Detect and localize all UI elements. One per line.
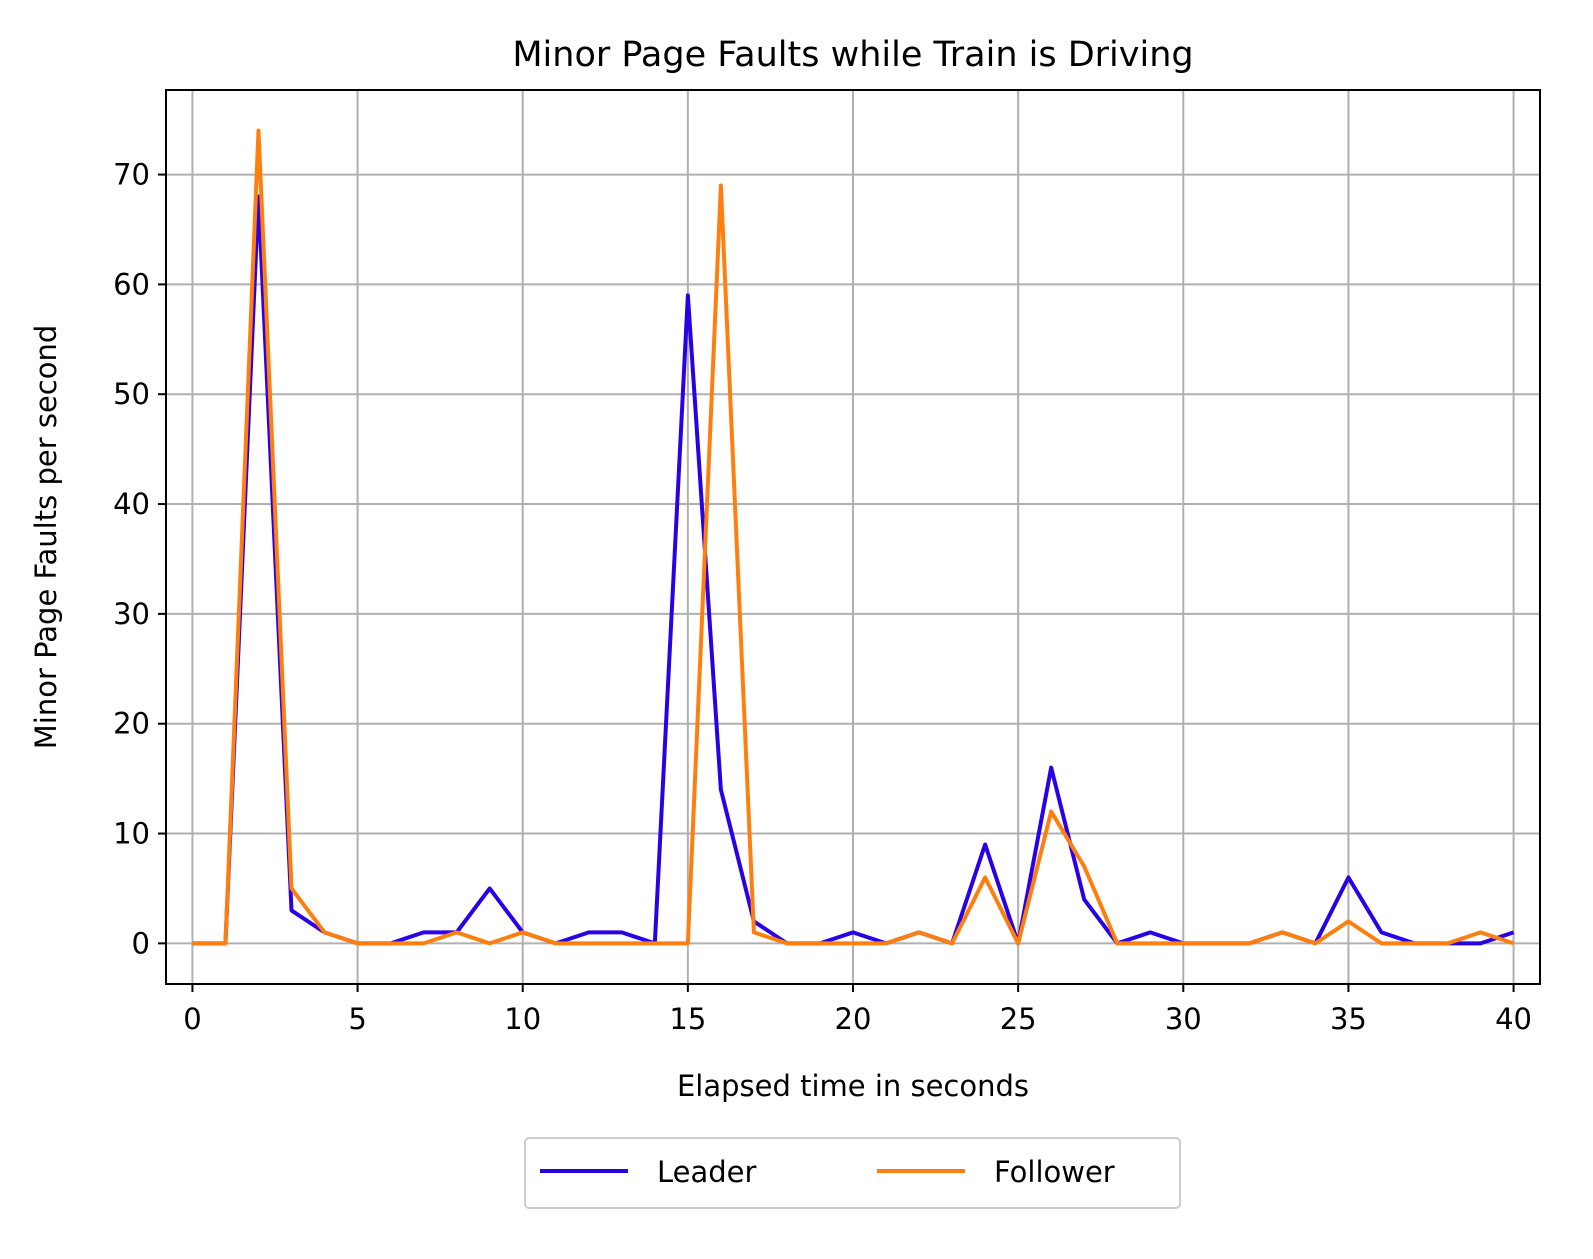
x-tick-label: 35 — [1330, 1002, 1367, 1036]
y-tick-label: 30 — [113, 597, 150, 631]
series-lines — [192, 128, 1515, 946]
x-tick-label: 40 — [1495, 1002, 1532, 1036]
y-tick-label: 60 — [113, 267, 150, 301]
x-tick-label: 0 — [183, 1002, 201, 1036]
x-axis-label: Elapsed time in seconds — [677, 1069, 1029, 1103]
x-tick-label: 15 — [669, 1002, 706, 1036]
legend-box — [524, 1137, 1181, 1209]
y-tick-label: 20 — [113, 707, 150, 741]
axis-ticks: 0 5 10 15 20 25 30 35 40 0 10 20 30 40 50 60 70 — [113, 158, 1532, 1036]
x-tick-label: 10 — [504, 1002, 541, 1036]
x-tick-label: 30 — [1165, 1002, 1202, 1036]
legend-label-leader: Leader — [657, 1155, 757, 1189]
chart-title: Minor Page Faults while Train is Driving — [512, 35, 1193, 75]
y-tick-label: 70 — [113, 158, 150, 192]
y-tick-label: 0 — [132, 926, 150, 960]
y-tick-label: 40 — [113, 487, 150, 521]
y-axis-label: Minor Page Faults per second — [29, 325, 63, 750]
legend: Leader Follower — [524, 1137, 1181, 1209]
y-tick-label: 50 — [113, 377, 150, 411]
grid — [166, 90, 1540, 984]
series-line-follower — [192, 128, 1515, 946]
x-tick-label: 25 — [1000, 1002, 1037, 1036]
y-tick-label: 10 — [113, 817, 150, 851]
x-tick-label: 20 — [835, 1002, 872, 1036]
x-tick-label: 5 — [348, 1002, 366, 1036]
legend-label-follower: Follower — [994, 1155, 1115, 1189]
